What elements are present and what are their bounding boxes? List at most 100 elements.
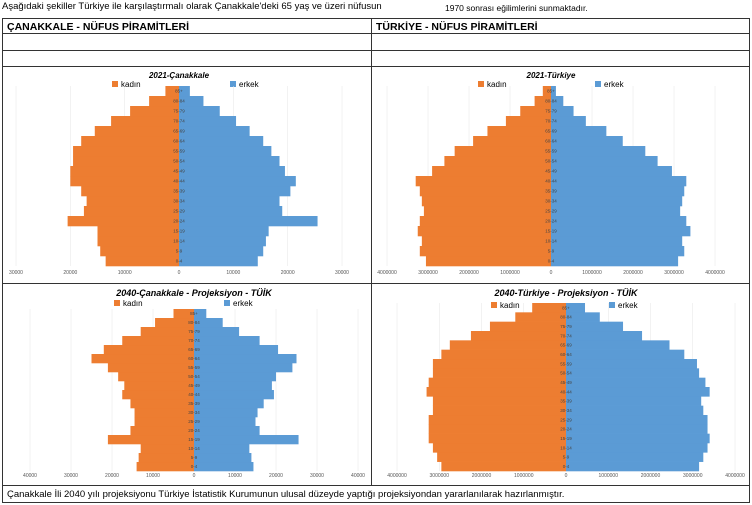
row-divider-2 [3, 66, 749, 67]
age-group-label: 85+ [175, 89, 183, 94]
bar-erkek-10-14 [566, 443, 708, 453]
intro-line-1: Aşağıdaki şekiller Türkiye ile karşılaşt… [2, 1, 382, 12]
bar-kadin-60-64 [91, 354, 194, 364]
age-group-label: 30-34 [545, 199, 557, 204]
bar-erkek-30-34 [566, 405, 704, 416]
age-group-label: 55-59 [545, 149, 557, 154]
age-group-label: 0-4 [176, 259, 183, 264]
age-group-label: 80-84 [188, 320, 200, 325]
bar-erkek-50-54 [566, 368, 700, 378]
bar-kadin-65-69 [94, 126, 179, 137]
bar-kadin-55-59 [454, 146, 551, 157]
bar-erkek-60-64 [566, 349, 685, 360]
bar-kadin-45-49 [428, 377, 566, 388]
header-row-divider [3, 33, 749, 34]
x-tick-label: 0 [178, 270, 181, 276]
age-group-label: 45-49 [188, 383, 200, 388]
age-group-label: 45-49 [545, 169, 557, 174]
bar-erkek-50-54 [551, 156, 658, 167]
age-group-label: 5-9 [548, 249, 555, 254]
age-group-label: 45-49 [560, 380, 572, 385]
bar-kadin-85+ [173, 309, 194, 319]
age-group-label: 85+ [547, 89, 555, 94]
legend-label-kadın: kadın [123, 299, 143, 308]
canakkale-column-header: ÇANAKKALE - NÜFUS PİRAMİTLERİ [7, 21, 189, 33]
bar-kadin-0-4 [105, 256, 179, 267]
bar-erkek-15-19 [566, 433, 710, 444]
bar-kadin-45-49 [432, 166, 551, 177]
bar-erkek-10-14 [179, 236, 266, 247]
age-group-label: 85+ [562, 305, 570, 310]
bar-erkek-65-69 [194, 345, 279, 355]
chart-title: 2021-Çanakkale [148, 71, 210, 80]
bar-erkek-50-54 [194, 372, 276, 382]
bar-erkek-30-34 [194, 408, 258, 418]
x-tick-label: 40000 [351, 473, 365, 479]
age-group-label: 25-29 [545, 209, 557, 214]
bar-kadin-35-39 [432, 396, 566, 406]
bar-erkek-15-19 [551, 226, 691, 237]
age-group-label: 15-19 [173, 229, 185, 234]
x-tick-label: 20000 [63, 270, 77, 276]
age-group-label: 35-39 [188, 401, 200, 406]
legend-label-erkek: erkek [233, 299, 254, 308]
bar-erkek-75-79 [566, 321, 624, 332]
bar-erkek-85+ [194, 309, 207, 319]
x-tick-label: 2000000 [623, 270, 643, 276]
row-divider-3 [3, 283, 749, 284]
age-group-label: 55-59 [173, 149, 185, 154]
bar-erkek-70-74 [566, 331, 643, 341]
bar-kadin-20-24 [428, 424, 566, 434]
bar-kadin-70-74 [122, 336, 194, 346]
age-group-label: 5-9 [176, 249, 183, 254]
x-tick-label: 0 [565, 473, 568, 479]
bar-erkek-70-74 [179, 116, 237, 127]
age-group-label: 40-44 [545, 179, 557, 184]
bar-kadin-25-29 [83, 206, 179, 217]
age-group-label: 60-64 [173, 139, 185, 144]
x-tick-label: 0 [550, 270, 553, 276]
bar-erkek-80-84 [566, 312, 600, 322]
bar-erkek-10-14 [194, 444, 250, 454]
bar-erkek-20-24 [566, 424, 708, 434]
x-tick-label: 1000000 [514, 473, 534, 479]
bar-kadin-15-19 [97, 226, 179, 237]
bar-erkek-55-59 [566, 359, 697, 369]
x-tick-label: 4000000 [705, 270, 725, 276]
bar-erkek-30-34 [179, 196, 280, 207]
bar-erkek-70-74 [194, 336, 260, 346]
bar-erkek-0-4 [194, 462, 254, 472]
bar-erkek-55-59 [179, 146, 272, 157]
age-group-label: 50-54 [560, 371, 572, 376]
age-group-label: 0-4 [548, 259, 555, 264]
x-tick-label: 2000000 [641, 473, 661, 479]
pyramid-2021-canakkale-svg: 2021-Çanakkale kadın erkek 30000 20000 10000 0… [9, 71, 349, 276]
age-group-label: 35-39 [173, 189, 185, 194]
bar-kadin-75-79 [489, 321, 566, 332]
legend-swatch-kadın [114, 300, 120, 306]
bar-erkek-0-4 [179, 256, 258, 267]
x-tick-label: 3000000 [683, 473, 703, 479]
bar-erkek-40-44 [194, 390, 274, 400]
bar-kadin-30-34 [421, 196, 551, 207]
bar-kadin-40-44 [426, 387, 566, 397]
bar-kadin-25-29 [423, 206, 551, 217]
bar-kadin-55-59 [73, 146, 179, 157]
pyramid-2040-canakkale: 2040-Çanakkale - Projeksiyon - TÜİK kadın… [4, 285, 370, 485]
legend-label-erkek: erkek [239, 80, 260, 89]
bar-kadin-65-69 [103, 345, 194, 355]
bar-kadin-45-49 [70, 166, 179, 177]
age-group-label: 30-34 [188, 410, 200, 415]
age-group-label: 30-34 [173, 199, 185, 204]
bar-erkek-55-59 [194, 363, 293, 373]
bar-kadin-85+ [165, 86, 179, 97]
footer-note: Çanakkale İli 2040 yılı projeksiyonu Tür… [7, 489, 565, 500]
bar-kadin-35-39 [81, 186, 179, 197]
bar-kadin-0-4 [441, 461, 566, 472]
bar-erkek-15-19 [179, 226, 269, 237]
chart-title: 2040-Çanakkale - Projeksiyon - TÜİK [115, 288, 273, 298]
bar-kadin-50-54 [444, 156, 551, 167]
bar-erkek-25-29 [179, 206, 283, 217]
bar-kadin-10-14 [97, 236, 179, 247]
bar-erkek-75-79 [179, 106, 220, 117]
